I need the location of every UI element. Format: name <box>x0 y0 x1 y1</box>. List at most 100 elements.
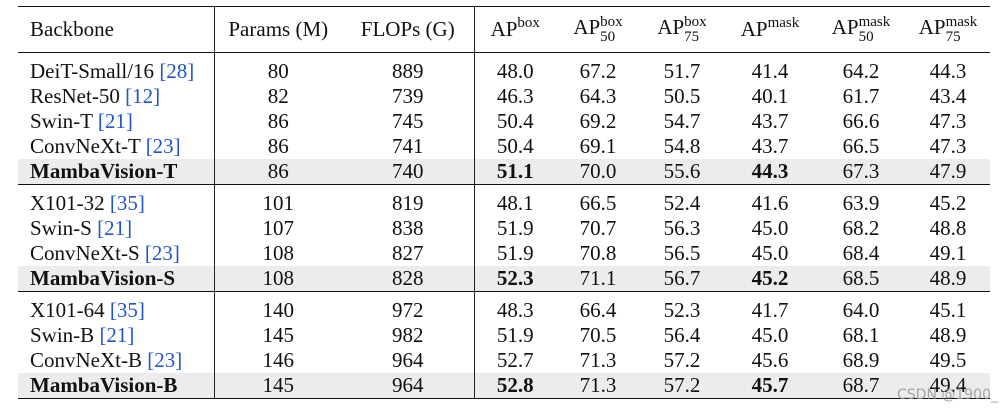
cell-ap-box75: 56.4 <box>663 323 701 347</box>
cell-ap-mask75: 44.3 <box>906 52 990 84</box>
cell-ap-box: 46.3 <box>496 84 534 108</box>
backbone-cell: Swin-T [21] <box>18 109 215 134</box>
backbone-name: ConvNeXt-T <box>30 134 141 158</box>
cell-ap-box: 48.0 <box>474 52 556 84</box>
cell-ap-mask: 41.7 <box>724 291 816 323</box>
header-row: Backbone Params (M) FLOPs (G) APbox AP bo… <box>18 6 990 53</box>
cell-ap-box50: 66.5 <box>556 184 640 216</box>
cell-ap-mask: 41.4 <box>724 52 816 84</box>
cell-flops: 740 <box>342 159 475 185</box>
cell-ap-mask75: 47.9 <box>906 159 990 185</box>
backbone-name: X101-64 <box>30 298 105 322</box>
cell-params: 86 <box>267 109 289 133</box>
backbone-cell: Swin-S [21] <box>18 216 215 241</box>
citation-link[interactable]: [21] <box>99 323 135 347</box>
cell-params: 145 <box>262 323 295 347</box>
table-row: ConvNeXt-S [23] 108 827 51.9 70.8 56.5 45.0 68.… <box>18 241 990 266</box>
cell-flops: 828 <box>342 266 475 292</box>
backbone-cell: X101-32 [35] <box>18 184 215 216</box>
cell-params: 80 <box>214 52 342 84</box>
watermark: CSDN @1900_ <box>897 387 998 403</box>
citation-link[interactable]: [23] <box>144 241 180 265</box>
cell-ap-mask75: 43.4 <box>929 84 967 108</box>
ap-sup-mask: mask <box>858 14 891 31</box>
cell-flops: 745 <box>342 109 475 134</box>
ap-sup-mask: mask <box>767 15 800 31</box>
backbone-cell: X101-64 [35] <box>18 291 215 323</box>
backbone-cell: ResNet-50 [12] <box>18 84 215 109</box>
cell-flops: 838 <box>342 216 475 241</box>
citation-link[interactable]: [23] <box>145 134 181 158</box>
ap-label: AP <box>573 15 601 40</box>
cell-ap-box: 48.1 <box>474 184 556 216</box>
header-flops: FLOPs (G) <box>342 6 475 53</box>
backbone-name: Swin-S <box>30 216 92 240</box>
citation-link[interactable]: [21] <box>97 109 133 133</box>
cell-params: 108 <box>262 241 295 265</box>
cell-params: 86 <box>214 159 342 185</box>
backbone-name: DeiT-Small/16 <box>30 59 155 83</box>
citation-link[interactable]: [21] <box>97 216 133 240</box>
cell-flops: 982 <box>342 323 475 348</box>
cell-ap-mask50: 68.2 <box>842 216 880 240</box>
cell-params: 140 <box>214 291 342 323</box>
cell-ap-box75: 50.5 <box>663 84 701 108</box>
highlight-row: MambaVision-B 145 964 52.8 71.3 57.2 45.7 68.7 4… <box>18 373 990 399</box>
citation-link[interactable]: [23] <box>147 348 183 372</box>
cell-ap-box: 51.9 <box>496 323 534 347</box>
cell-ap-box75: 56.5 <box>663 241 701 265</box>
ap-label: AP <box>831 15 859 40</box>
ap-sup-mask: mask <box>945 14 978 31</box>
cell-params: 146 <box>262 348 295 372</box>
citation-link[interactable]: [28] <box>159 59 195 83</box>
ap-label: AP <box>918 15 946 40</box>
cell-ap-mask: 40.1 <box>751 84 789 108</box>
cell-ap-box75: 54.8 <box>663 134 701 158</box>
cell-ap-mask: 43.7 <box>751 134 789 158</box>
cell-ap-box50: 66.4 <box>556 291 640 323</box>
header-ap-mask-75: AP mask 75 <box>906 6 990 53</box>
cell-ap-box50: 67.2 <box>556 52 640 84</box>
cell-ap-box75: 56.7 <box>640 266 724 292</box>
results-table: Backbone Params (M) FLOPs (G) APbox AP bo… <box>18 6 990 399</box>
citation-link[interactable]: [35] <box>109 298 145 322</box>
cell-ap-box75: 54.7 <box>663 109 701 133</box>
cell-ap-box50: 69.2 <box>579 109 617 133</box>
table-row: ConvNeXt-B [23] 146 964 52.7 71.3 57.2 45.6 68.… <box>18 348 990 373</box>
backbone-cell: Swin-B [21] <box>18 323 215 348</box>
cell-ap-mask75: 48.9 <box>906 266 990 292</box>
backbone-cell: ConvNeXt-B [23] <box>18 348 215 373</box>
cell-flops: 889 <box>342 52 475 84</box>
cell-ap-mask75: 45.2 <box>906 184 990 216</box>
cell-ap-mask75: 49.1 <box>929 241 967 265</box>
cell-params: 82 <box>267 84 289 108</box>
table-row: X101-32 [35] 101 819 48.1 66.5 52.4 41.6 63.9 45… <box>18 184 990 216</box>
cell-ap-mask75: 47.3 <box>929 109 967 133</box>
backbone-name: Swin-B <box>30 323 95 347</box>
header-ap-box-50: AP box 50 <box>556 6 640 53</box>
cell-ap-mask: 43.7 <box>751 109 789 133</box>
cell-ap-mask75: 45.1 <box>906 291 990 323</box>
cell-ap-box75: 56.3 <box>663 216 701 240</box>
cell-params: 145 <box>214 373 342 399</box>
backbone-name: Swin-T <box>30 109 93 133</box>
cell-ap-box: 50.4 <box>496 109 534 133</box>
header-ap-box: APbox <box>474 6 556 53</box>
cell-ap-mask50: 64.2 <box>816 52 906 84</box>
cell-ap-box50: 69.1 <box>579 134 617 158</box>
table-row: X101-64 [35] 140 972 48.3 66.4 52.3 41.7 64.0 45… <box>18 291 990 323</box>
cell-flops: 819 <box>342 184 475 216</box>
cell-ap-mask50: 64.0 <box>816 291 906 323</box>
table-row: Swin-B [21] 145 982 51.9 70.5 56.4 45.0 68.1 48.… <box>18 323 990 348</box>
header-ap-box-75: AP box 75 <box>640 6 724 53</box>
header-params: Params (M) <box>214 6 342 53</box>
ap-sub-50: 50 <box>600 28 616 45</box>
table-body: DeiT-Small/16 [28] 80 889 48.0 67.2 51.7 41.4 6… <box>18 52 990 399</box>
table-row: Swin-S [21] 107 838 51.9 70.7 56.3 45.0 68.2 48.… <box>18 216 990 241</box>
cell-ap-mask: 45.0 <box>751 216 789 240</box>
backbone-name: ConvNeXt-B <box>30 348 142 372</box>
citation-link[interactable]: [12] <box>125 84 161 108</box>
cell-ap-mask50: 66.5 <box>842 134 880 158</box>
citation-link[interactable]: [35] <box>109 191 145 215</box>
cell-ap-box50: 70.8 <box>579 241 617 265</box>
